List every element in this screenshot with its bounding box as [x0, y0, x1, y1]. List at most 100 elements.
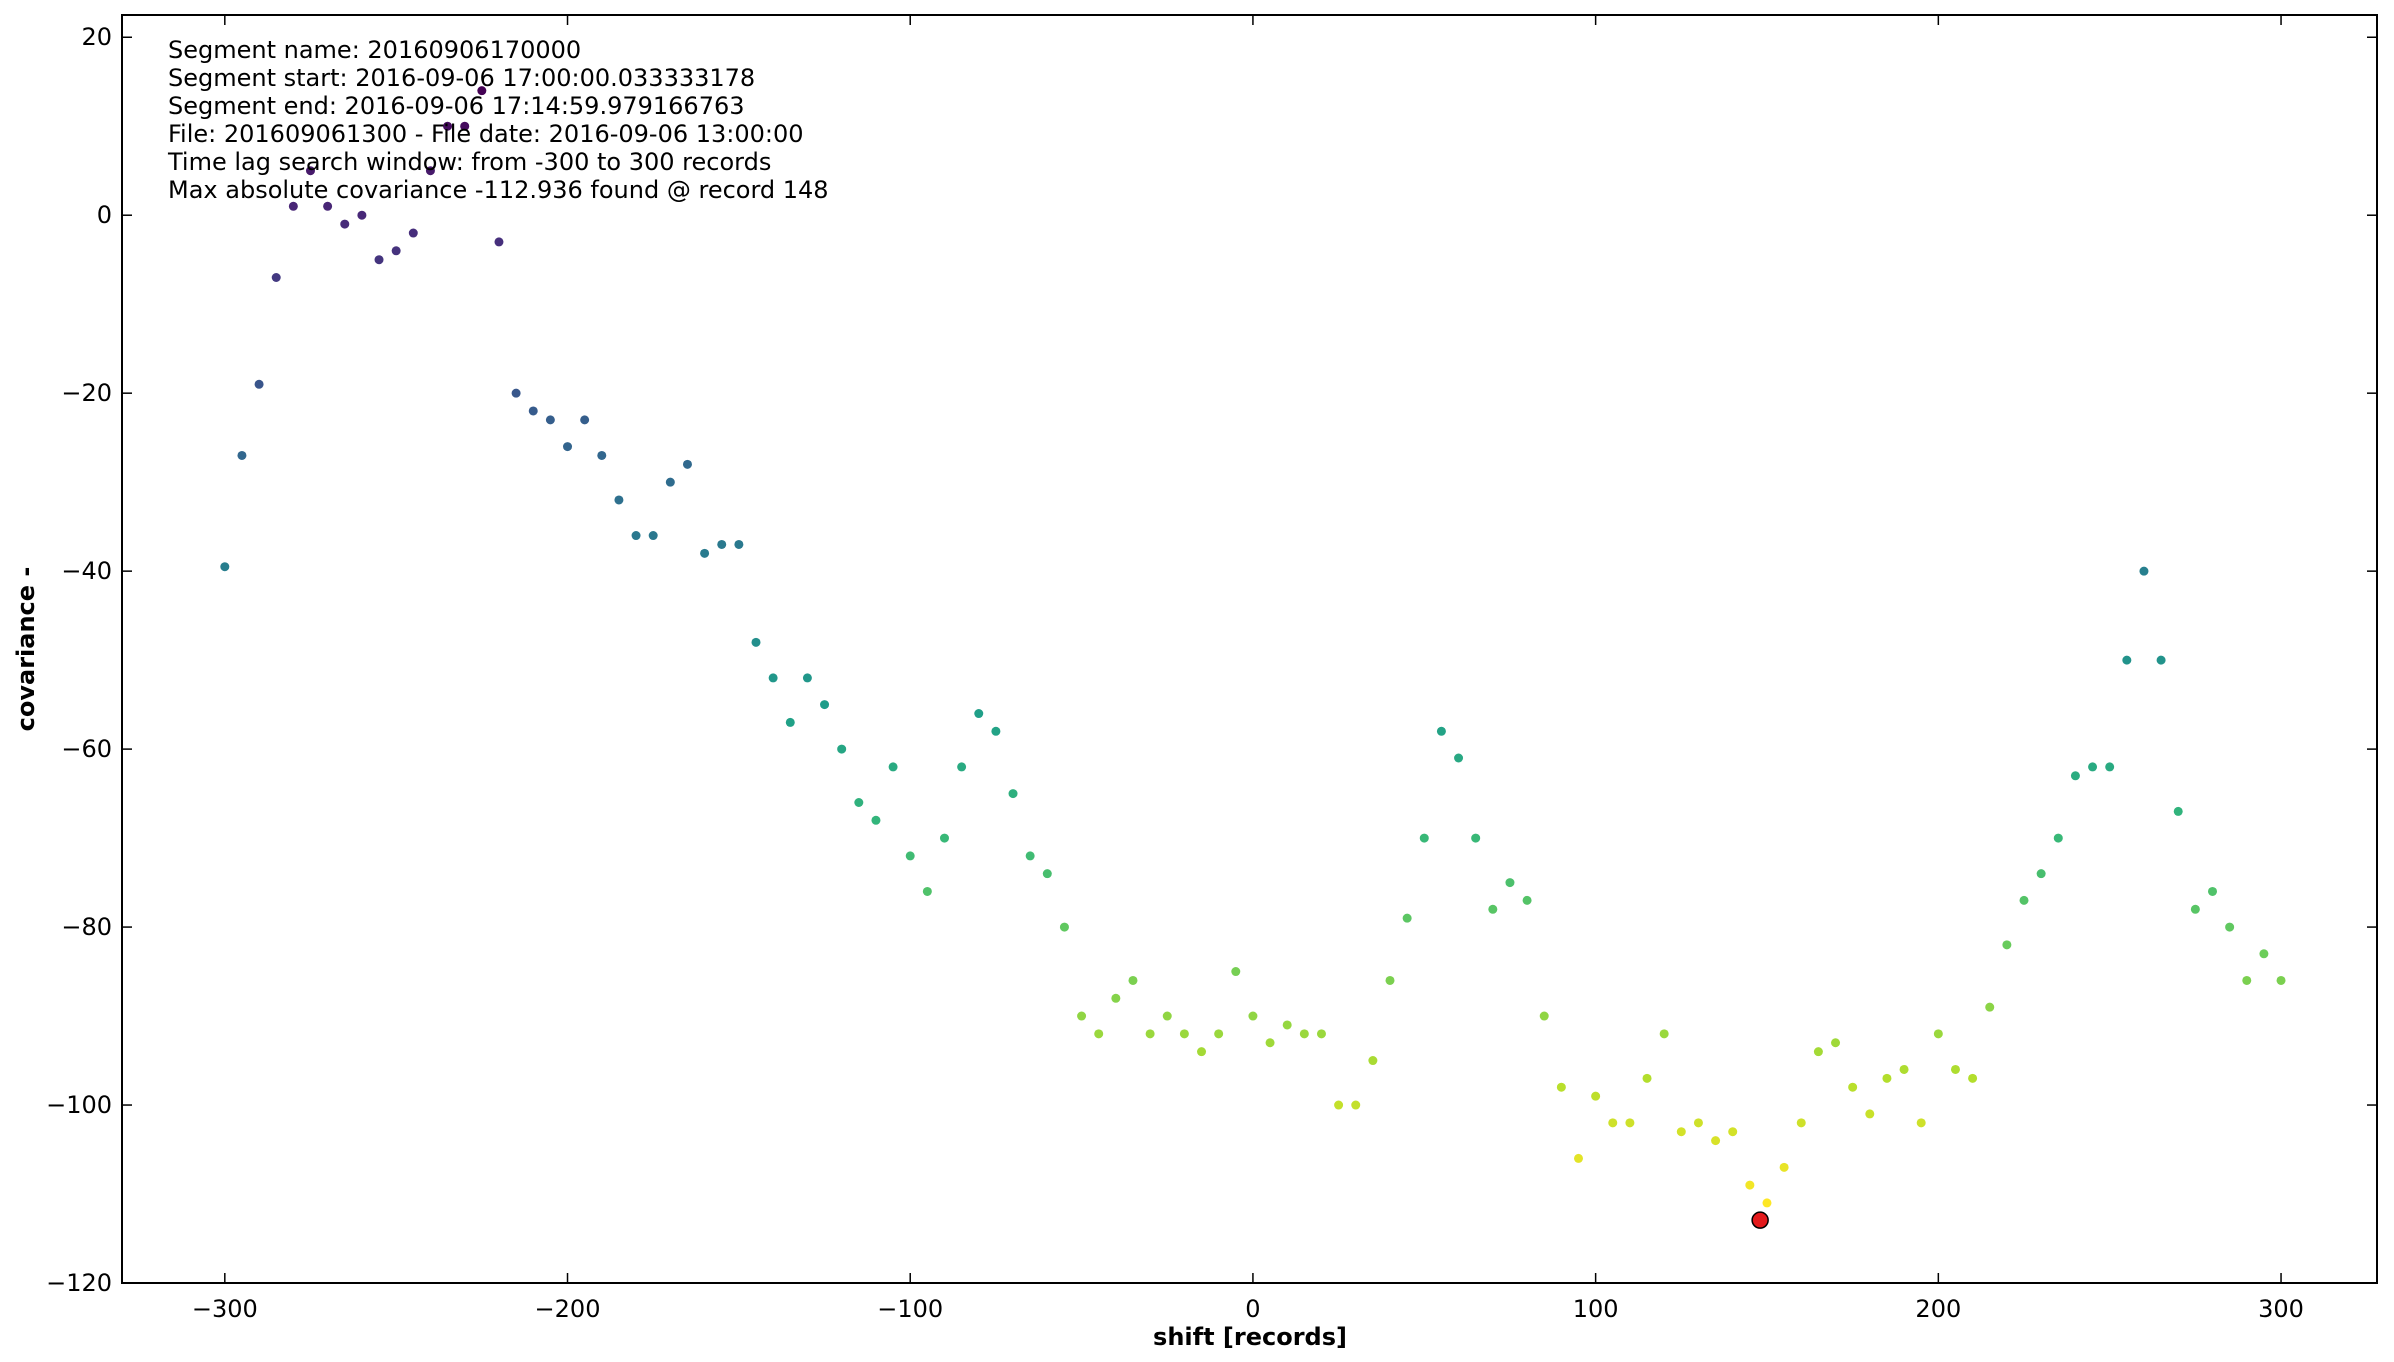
point: [614, 495, 624, 505]
point: [2002, 940, 2012, 950]
point: [237, 450, 247, 460]
point: [1059, 922, 1069, 932]
point: [1642, 1073, 1652, 1083]
y-tick-label: −120: [46, 1269, 112, 1297]
point: [734, 539, 744, 549]
point: [1693, 1118, 1703, 1128]
point: [1111, 993, 1121, 1003]
point: [271, 272, 281, 282]
x-axis-label: shift [records]: [1153, 1323, 1347, 1351]
point: [2088, 762, 2098, 772]
point: [1488, 904, 1498, 914]
annotation: Segment start: 2016-09-06 17:00:00.03333…: [168, 64, 755, 92]
point: [665, 477, 675, 487]
point: [220, 562, 230, 572]
point: [1402, 913, 1412, 923]
point: [477, 86, 487, 96]
point: [1042, 869, 1052, 879]
x-tick-label: 300: [2258, 1295, 2304, 1323]
point: [1539, 1011, 1549, 1021]
point: [2276, 975, 2286, 985]
point: [768, 673, 778, 683]
point: [1214, 1029, 1224, 1039]
point: [1145, 1029, 1155, 1039]
point: [802, 673, 812, 683]
point: [2139, 566, 2149, 576]
point: [717, 539, 727, 549]
point: [1179, 1029, 1189, 1039]
point: [1094, 1029, 1104, 1039]
point: [785, 717, 795, 727]
point: [1522, 895, 1532, 905]
point: [905, 851, 915, 861]
point: [1865, 1109, 1875, 1119]
point: [1608, 1118, 1618, 1128]
y-tick-label: 0: [97, 201, 112, 229]
point: [974, 709, 984, 719]
point: [2242, 975, 2252, 985]
point: [511, 388, 521, 398]
point: [2036, 869, 2046, 879]
point: [1676, 1127, 1686, 1137]
point: [2053, 833, 2063, 843]
point: [391, 246, 401, 256]
point: [1985, 1002, 1995, 1012]
point: [2122, 655, 2132, 665]
point: [751, 637, 761, 647]
point: [1334, 1100, 1344, 1110]
x-tick-label: 0: [1245, 1295, 1260, 1323]
point: [1265, 1038, 1275, 1048]
point: [1745, 1180, 1755, 1190]
point: [323, 201, 333, 211]
point: [1916, 1118, 1926, 1128]
point: [545, 415, 555, 425]
point: [820, 700, 830, 710]
point: [1471, 833, 1481, 843]
point: [460, 121, 470, 131]
point: [871, 815, 881, 825]
point: [1848, 1082, 1858, 1092]
point: [1933, 1029, 1943, 1039]
point: [1316, 1029, 1326, 1039]
y-tick-label: −100: [46, 1091, 112, 1119]
y-tick-label: 20: [81, 23, 112, 51]
point: [288, 201, 298, 211]
point: [939, 833, 949, 843]
point: [1419, 833, 1429, 843]
point: [648, 531, 658, 541]
point: [1368, 1056, 1378, 1066]
annotation: Time lag search window: from -300 to 300…: [167, 148, 771, 176]
point: [1008, 789, 1018, 799]
point: [1162, 1011, 1172, 1021]
point: [357, 210, 367, 220]
plot-frame: [121, 14, 2378, 1284]
x-tick-label: −100: [877, 1295, 943, 1323]
point: [580, 415, 590, 425]
point: [374, 255, 384, 265]
annotation: File: 201609061300 - File date: 2016-09-…: [168, 120, 804, 148]
x-tick-label: 200: [1915, 1295, 1961, 1323]
point: [922, 886, 932, 896]
point: [2070, 771, 2080, 781]
point: [2190, 904, 2200, 914]
point: [700, 548, 710, 558]
point: [2259, 949, 2269, 959]
annotation: Segment end: 2016-09-06 17:14:59.9791667…: [168, 92, 745, 120]
point: [1625, 1118, 1635, 1128]
point: [1231, 967, 1241, 977]
y-axis-label: covariance -: [12, 567, 40, 732]
point: [1077, 1011, 1087, 1021]
point: [1711, 1136, 1721, 1146]
point: [597, 450, 607, 460]
point: [563, 442, 573, 452]
point: [682, 459, 692, 469]
max-covariance-marker: [1751, 1211, 1769, 1229]
point: [837, 744, 847, 754]
point: [1591, 1091, 1601, 1101]
point: [1299, 1029, 1309, 1039]
point: [1454, 753, 1464, 763]
point: [1351, 1100, 1361, 1110]
point: [1282, 1020, 1292, 1030]
point: [1659, 1029, 1669, 1039]
